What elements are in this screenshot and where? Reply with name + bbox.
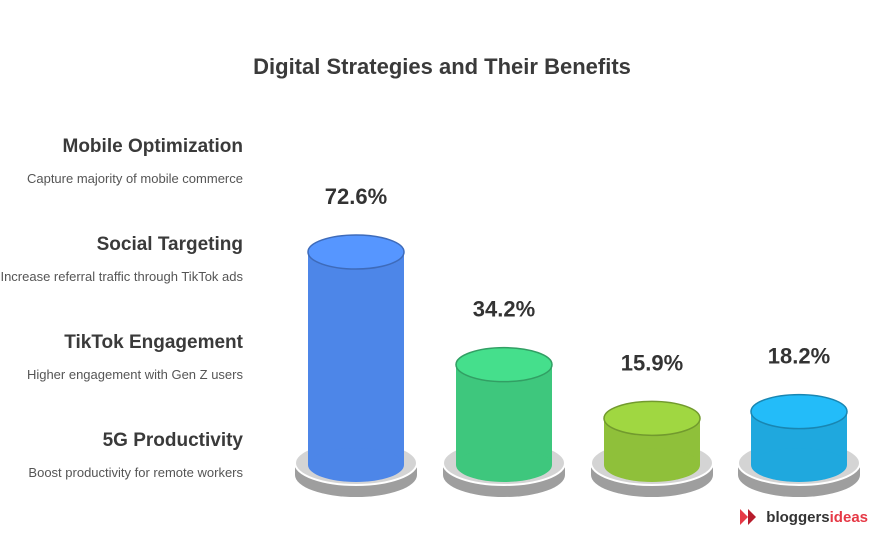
legend-name: Social Targeting [96, 234, 243, 255]
bar-value-label: 34.2% [473, 297, 535, 322]
bar-bottom [604, 448, 700, 482]
bar-bottom [751, 448, 847, 482]
bloggersideas-logo-icon [740, 509, 757, 525]
legend-name: 5G Productivity [102, 430, 243, 451]
legend-name: Mobile Optimization [62, 136, 244, 157]
legend-item-tiktok-engagement: TikTok Engagement Higher engagement with… [0, 332, 243, 384]
bar-value-label: 18.2% [768, 344, 830, 369]
bar-top [603, 400, 701, 437]
bar-bottom [456, 448, 552, 482]
legend-description: Higher engagement with Gen Z users [26, 367, 243, 382]
legend-item-5g-productivity: 5G Productivity Boost productivity for r… [0, 430, 243, 482]
bar-top [750, 393, 848, 430]
bar-body [308, 252, 404, 465]
bar-value-label: 72.6% [325, 184, 387, 209]
legend-description: Capture majority of mobile commerce [26, 171, 243, 186]
brand-name: bloggersideas [766, 508, 868, 526]
brand-logo: bloggersideas [738, 507, 868, 527]
legend-item-mobile-optimization: Mobile Optimization Capture majority of … [0, 136, 243, 188]
bar-top [455, 346, 553, 383]
legend-description: Boost productivity for remote workers [28, 465, 243, 480]
bar-top [307, 234, 405, 270]
bar-bottom [308, 448, 404, 482]
legend-item-social-targeting: Social Targeting Increase referral traff… [0, 234, 243, 286]
chart-title: Digital Strategies and Their Benefits [253, 54, 631, 79]
legend-name: TikTok Engagement [64, 332, 243, 353]
bar-value-label: 15.9% [621, 350, 683, 375]
legend-description: Increase referral traffic through TikTok… [0, 269, 243, 284]
